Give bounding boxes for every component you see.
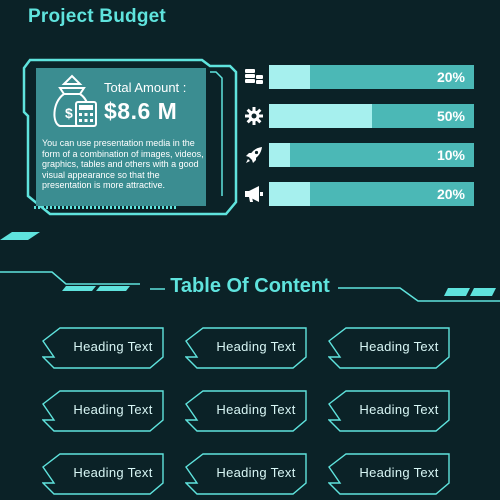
- money-bag-calculator-icon: $: [53, 74, 97, 127]
- svg-text:$: $: [65, 105, 73, 121]
- budget-bar-3-fill: [269, 143, 290, 167]
- circuit-decoration: [330, 0, 500, 60]
- toc-heading-5[interactable]: Heading Text: [185, 390, 307, 432]
- budget-bar-1-label: 20%: [436, 69, 465, 85]
- heading-frame: [185, 453, 307, 495]
- heading-frame: [42, 453, 164, 495]
- toc-heading-label: Heading Text: [216, 465, 296, 480]
- toc-heading-2[interactable]: Heading Text: [185, 327, 307, 369]
- page-title: Project Budget: [28, 6, 166, 27]
- budget-bar-2-fill: [269, 104, 372, 128]
- coins-icon: [244, 67, 264, 87]
- summary-card-frame: [22, 58, 238, 216]
- toc-heading-label: Heading Text: [73, 465, 153, 480]
- budget-bar-4-fill: [269, 182, 310, 206]
- budget-bar-1: 20%: [269, 65, 474, 89]
- heading-frame: [42, 327, 164, 369]
- gear-icon: [244, 106, 264, 126]
- budget-bar-3: 10%: [269, 143, 474, 167]
- toc-heading-label: Heading Text: [73, 339, 153, 354]
- budget-bar-2-label: 50%: [436, 108, 465, 124]
- total-amount-value: $8.6 M: [104, 98, 178, 124]
- toc-heading-8[interactable]: Heading Text: [185, 453, 307, 495]
- summary-card: [36, 68, 206, 206]
- toc-heading-3[interactable]: Heading Text: [328, 327, 450, 369]
- toc-heading-label: Heading Text: [216, 339, 296, 354]
- toc-heading-4[interactable]: Heading Text: [42, 390, 164, 432]
- budget-bar-3-label: 10%: [436, 147, 465, 163]
- heading-frame: [328, 453, 450, 495]
- budget-bar-1-fill: [269, 65, 310, 89]
- heading-frame: [328, 327, 450, 369]
- toc-heading-label: Heading Text: [359, 465, 439, 480]
- divider-decoration: [0, 232, 500, 302]
- heading-frame: [185, 390, 307, 432]
- heading-frame: [42, 390, 164, 432]
- budget-bar-2: 50%: [269, 104, 474, 128]
- summary-description: You can use presentation media in the fo…: [42, 138, 204, 190]
- rocket-icon: [244, 145, 264, 165]
- toc-title: Table Of Content: [170, 275, 330, 297]
- toc-heading-1[interactable]: Heading Text: [42, 327, 164, 369]
- toc-heading-label: Heading Text: [359, 402, 439, 417]
- heading-frame: [185, 327, 307, 369]
- toc-heading-9[interactable]: Heading Text: [328, 453, 450, 495]
- heading-frame: [328, 390, 450, 432]
- toc-heading-6[interactable]: Heading Text: [328, 390, 450, 432]
- total-amount-label: Total Amount :: [104, 80, 187, 95]
- toc-heading-7[interactable]: Heading Text: [42, 453, 164, 495]
- megaphone-icon: [244, 184, 264, 204]
- budget-bar-4-label: 20%: [436, 186, 465, 202]
- toc-heading-label: Heading Text: [216, 402, 296, 417]
- budget-bar-4: 20%: [269, 182, 474, 206]
- toc-heading-label: Heading Text: [73, 402, 153, 417]
- toc-heading-label: Heading Text: [359, 339, 439, 354]
